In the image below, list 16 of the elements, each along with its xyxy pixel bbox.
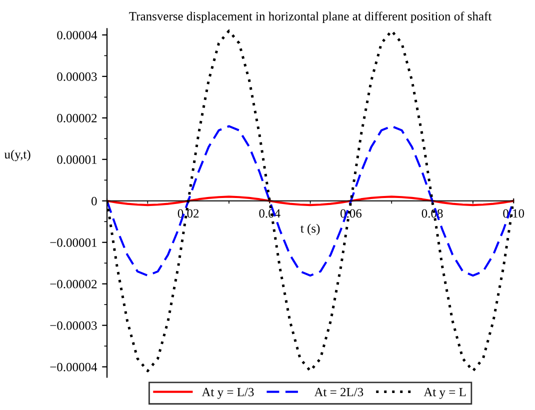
y-tick-label: 0.00001: [57, 155, 97, 164]
x-axis-title: t (s): [300, 224, 320, 236]
y-tick-label: −0.00004: [50, 362, 98, 372]
y-tick-label: −0.00003: [50, 321, 97, 330]
y-axis-title: u(y,t): [4, 150, 30, 162]
legend-label: At y = L/3: [202, 388, 254, 399]
y-tick-label: 0.00004: [57, 30, 98, 40]
legend-label: At y = L: [424, 388, 466, 399]
y-tick-label: 0.00002: [57, 114, 97, 122]
y-tick-label: −0.00001: [50, 238, 97, 247]
y-tick-label: −0.00002: [50, 280, 97, 288]
x-tick-label: 0.02: [178, 209, 199, 218]
legend-label: At = 2L/3: [314, 388, 364, 396]
chart-title: Transverse displacement in horizontal plane at different position of shaft: [129, 12, 492, 24]
y-tick-label: 0.00003: [57, 72, 97, 81]
y-tick-label: 0: [92, 196, 97, 206]
